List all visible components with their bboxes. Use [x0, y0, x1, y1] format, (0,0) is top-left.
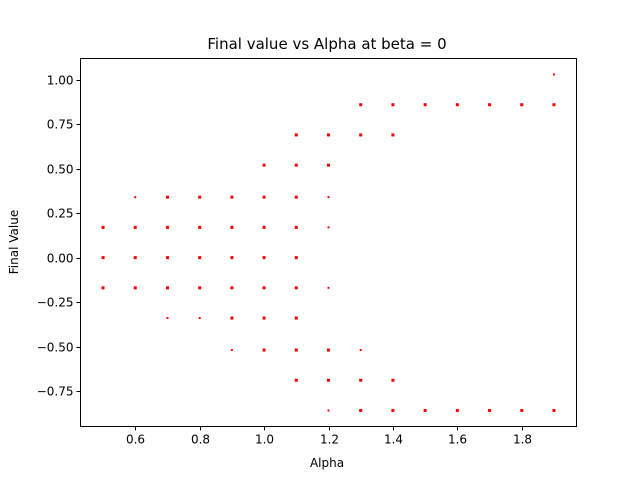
- x-tick-label: 0.6: [126, 433, 145, 447]
- data-point: [198, 256, 202, 260]
- data-point: [455, 409, 459, 412]
- y-axis-label: Final Value: [7, 210, 21, 274]
- x-tick-label: 1.4: [384, 433, 403, 447]
- data-point: [230, 225, 234, 229]
- data-point: [262, 163, 266, 167]
- data-point: [230, 256, 234, 260]
- data-point: [552, 409, 556, 412]
- x-tick-label: 1.0: [255, 433, 274, 447]
- plot-frame: [80, 58, 577, 427]
- data-point: [520, 103, 524, 107]
- data-point: [101, 256, 105, 260]
- data-point: [359, 409, 363, 412]
- data-point: [230, 195, 234, 199]
- data-point: [552, 73, 555, 76]
- data-point: [198, 317, 201, 320]
- data-point: [391, 133, 395, 137]
- data-point: [294, 316, 298, 320]
- data-point: [359, 103, 363, 107]
- data-point: [198, 286, 202, 290]
- data-point: [488, 409, 492, 412]
- data-point: [101, 225, 105, 229]
- y-tick-label: 0.25: [47, 207, 74, 221]
- data-point: [327, 226, 330, 229]
- y-tick-label: 0.75: [47, 118, 74, 132]
- data-point: [230, 286, 234, 290]
- x-tick-label: 1.2: [320, 433, 339, 447]
- data-point: [165, 195, 169, 199]
- y-tick-label: 0.50: [47, 163, 74, 177]
- data-point: [327, 133, 330, 137]
- data-point: [134, 196, 137, 199]
- y-tick-label: 0.00: [47, 252, 74, 266]
- data-point: [294, 286, 298, 290]
- data-point: [455, 103, 459, 107]
- data-point: [165, 225, 169, 229]
- data-point: [552, 103, 556, 107]
- chart-title: Final value vs Alpha at beta = 0: [207, 35, 446, 53]
- data-point: [423, 103, 427, 107]
- y-tick-label: −0.50: [37, 341, 74, 355]
- data-point: [327, 196, 330, 199]
- data-point: [391, 378, 395, 382]
- data-point: [230, 349, 233, 352]
- data-point: [327, 409, 330, 412]
- data-point: [230, 316, 234, 320]
- data-points: [101, 73, 556, 412]
- data-point: [327, 286, 330, 289]
- y-tick-label: −0.75: [37, 385, 74, 399]
- x-axis-label: Alpha: [310, 456, 344, 470]
- data-point: [262, 195, 266, 199]
- data-point: [294, 133, 298, 137]
- data-point: [520, 409, 524, 412]
- data-point: [133, 286, 137, 290]
- x-tick-label: 0.8: [191, 433, 210, 447]
- data-point: [165, 286, 169, 290]
- data-point: [262, 256, 266, 260]
- y-tick-label: 1.00: [47, 74, 74, 88]
- data-point: [359, 349, 362, 352]
- data-point: [294, 195, 298, 199]
- data-point: [359, 378, 363, 382]
- axis-ticks: 0.6 0.8 1.0 1.2 1.4 1.6 1.8 −0.75 −0.50 −0.25 0.00…: [37, 74, 532, 447]
- data-point: [391, 103, 395, 107]
- data-point: [327, 163, 330, 167]
- data-point: [262, 286, 266, 290]
- data-point: [391, 409, 395, 412]
- data-point: [294, 378, 298, 382]
- x-tick-label: 1.8: [513, 433, 532, 447]
- data-point: [359, 133, 363, 137]
- data-point: [101, 286, 105, 290]
- data-point: [166, 317, 169, 320]
- data-point: [133, 225, 137, 229]
- data-point: [294, 348, 298, 352]
- data-point: [327, 378, 330, 382]
- data-point: [133, 256, 137, 260]
- data-point: [262, 225, 266, 229]
- data-point: [423, 409, 427, 412]
- data-point: [488, 103, 492, 107]
- data-point: [327, 348, 330, 352]
- data-point: [198, 195, 202, 199]
- y-tick-label: −0.25: [37, 296, 74, 310]
- data-point: [294, 225, 298, 229]
- data-point: [262, 348, 266, 352]
- data-point: [198, 225, 202, 229]
- data-point: [294, 256, 298, 260]
- data-point: [294, 163, 298, 167]
- x-tick-label: 1.6: [448, 433, 467, 447]
- data-point: [165, 256, 169, 260]
- data-point: [262, 316, 266, 320]
